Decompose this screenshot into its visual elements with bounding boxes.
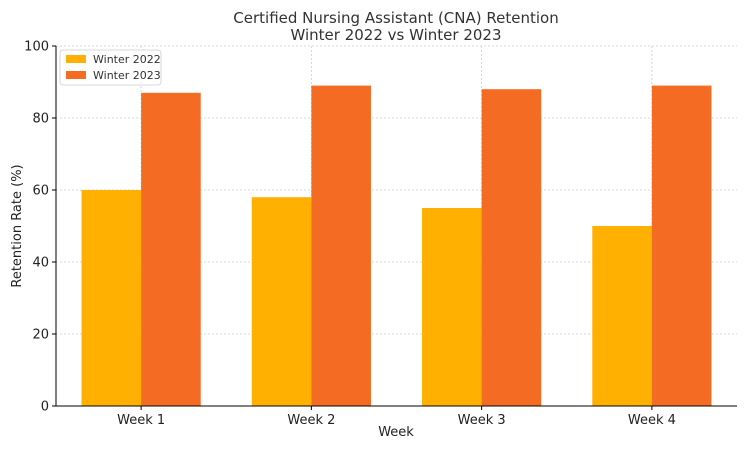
bar-winter-2023-week-3 <box>481 89 542 406</box>
bar-winter-2023-week-4 <box>651 85 712 406</box>
x-tick-label: Week 4 <box>628 413 676 428</box>
bar-winter-2022-week-3 <box>422 208 482 406</box>
x-axis-label: Week <box>378 425 414 440</box>
x-ticks: Week 1 Week 2 Week 3 Week 4 <box>117 406 676 428</box>
bar-winter-2022-week-4 <box>592 226 652 406</box>
y-tick-label: 60 <box>32 184 49 199</box>
chart-title-line1: Certified Nursing Assistant (CNA) Retent… <box>233 9 558 27</box>
bar-winter-2022-week-2 <box>251 197 312 406</box>
legend-label-winter-2022: Winter 2022 <box>93 53 161 66</box>
legend-swatch-winter-2023 <box>66 71 86 79</box>
bars <box>81 85 712 407</box>
chart-title-line2: Winter 2022 vs Winter 2023 <box>290 26 501 44</box>
legend-label-winter-2023: Winter 2023 <box>93 69 161 82</box>
y-tick-label: 80 <box>32 112 49 127</box>
y-axis-label: Retention Rate (%) <box>10 164 25 287</box>
y-tick-label: 0 <box>41 400 49 415</box>
legend-swatch-winter-2022 <box>66 55 86 63</box>
y-tick-label: 20 <box>32 328 49 343</box>
y-ticks: 0 20 40 60 80 100 <box>24 40 56 415</box>
bar-winter-2023-week-2 <box>311 85 371 406</box>
x-tick-label: Week 3 <box>458 413 506 428</box>
bar-winter-2023-week-1 <box>141 92 201 407</box>
y-tick-label: 40 <box>32 256 49 271</box>
x-tick-label: Week 1 <box>117 413 165 428</box>
x-tick-label: Week 2 <box>287 413 335 428</box>
y-tick-label: 100 <box>24 40 49 55</box>
legend: Winter 2022 Winter 2023 <box>59 49 162 86</box>
bar-winter-2022-week-1 <box>81 190 142 406</box>
